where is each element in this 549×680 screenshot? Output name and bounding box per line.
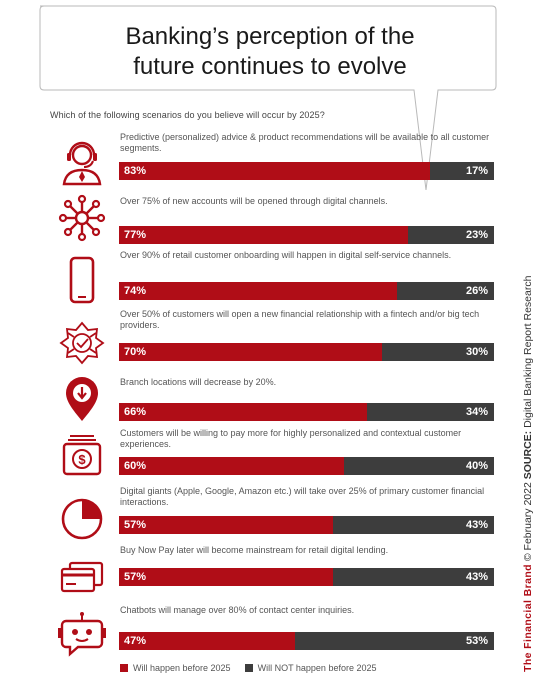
stacked-bar: 57% 43% [119,516,494,534]
source-label: SOURCE: [522,430,534,480]
title-line-2: future continues to evolve [133,53,407,80]
network-icon [58,194,106,242]
copyright: © February 2022 [522,482,534,562]
bar-segment-will-not: 30% [381,343,494,361]
bar-segment-will-not: 43% [332,568,494,586]
data-label-will: 77% [124,229,147,241]
bar-segment-will-not: 34% [366,403,494,421]
data-label-will-not: 30% [465,346,488,358]
data-label-will-not: 43% [465,519,488,531]
stacked-bar: 66% 34% [119,403,494,421]
data-label-will: 60% [124,460,147,472]
data-label-will-not: 17% [465,165,488,177]
bar-segment-will: 57% [119,516,333,534]
mobile-phone-icon [58,256,106,304]
bar-segment-will: 47% [119,632,296,650]
dollar-bill-icon: $ [58,434,106,482]
legend-item-will-not: Will NOT happen before 2025 [244,663,377,673]
data-label-will: 74% [124,285,147,297]
bar-segment-will: 66% [119,403,367,421]
legend-item-will: Will happen before 2025 [120,663,231,673]
bar-segment-will: 70% [119,343,382,361]
bar-segment-will-not: 43% [332,516,494,534]
title-line-1: Banking’s perception of the [125,23,415,50]
source-name: Digital Banking Report Research [522,275,534,428]
bar-segment-will-not: 26% [396,282,494,300]
bar-segment-will: 77% [119,226,408,244]
stacked-bar: 74% 26% [119,282,494,300]
chatbot-icon [58,611,106,659]
legend: Will happen before 2025 Will NOT happen … [120,663,376,673]
brand-name: The Financial Brand [522,564,534,672]
legend-label-will: Will happen before 2025 [133,663,231,673]
source-credit: The Financial Brand © February 2022 SOUR… [522,232,534,672]
bar-segment-will: 57% [119,568,333,586]
data-label-will-not: 43% [465,571,488,583]
data-label-will: 47% [124,635,147,647]
data-label-will-not: 34% [465,406,488,418]
scenario-label: Over 75% of new accounts will be opened … [120,196,388,206]
scenario-label: Predictive (personalized) advice & produ… [120,132,490,153]
bar-segment-will-not: 53% [295,632,494,650]
scenario-label: Digital giants (Apple, Google, Amazon et… [120,486,485,507]
bar-segment-will-not: 17% [430,162,494,180]
scenario-label: Over 90% of retail customer onboarding w… [120,250,452,260]
svg-text:$: $ [78,452,86,467]
survey-question: Which of the following scenarios do you … [50,110,325,120]
stacked-bar: 83% 17% [119,162,494,180]
scenario-label: Chatbots will manage over 80% of contact… [120,605,355,615]
credit-cards-icon [58,553,106,601]
advisor-icon [58,138,106,186]
bar-segment-will-not: 23% [407,226,494,244]
scenario-label: Branch locations will decrease by 20%. [120,377,277,387]
legend-swatch-will [120,664,128,672]
chart-title: Banking’s perception of the future conti… [50,22,490,82]
data-label-will: 57% [124,571,147,583]
location-pin-down-icon [58,375,106,423]
bar-segment-will: 74% [119,282,397,300]
stacked-bar: 47% 53% [119,632,494,650]
scenario-label: Customers will be willing to pay more fo… [120,428,462,449]
data-label-will-not: 23% [465,229,488,241]
stacked-bar: 57% 43% [119,568,494,586]
scenario-label: Buy Now Pay later will become mainstream… [120,545,389,555]
data-label-will: 70% [124,346,147,358]
stacked-bar: 70% 30% [119,343,494,361]
bar-segment-will: 83% [119,162,431,180]
bar-segment-will: 60% [119,457,344,475]
data-label-will-not: 53% [465,635,488,647]
data-label-will-not: 26% [465,285,488,297]
legend-swatch-will-not [244,664,253,672]
pie-chart-icon [58,494,106,542]
data-label-will: 83% [124,165,147,177]
bar-segment-will-not: 40% [344,457,494,475]
data-label-will: 66% [124,406,147,418]
legend-label-will-not: Will NOT happen before 2025 [257,663,377,673]
data-label-will-not: 40% [465,460,488,472]
data-label-will: 57% [124,519,147,531]
stacked-bar: 60% 40% [119,457,494,475]
fintech-badge-icon [58,319,106,367]
stacked-bar: 77% 23% [119,226,494,244]
scenario-label: Over 50% of customers will open a new fi… [120,309,480,330]
